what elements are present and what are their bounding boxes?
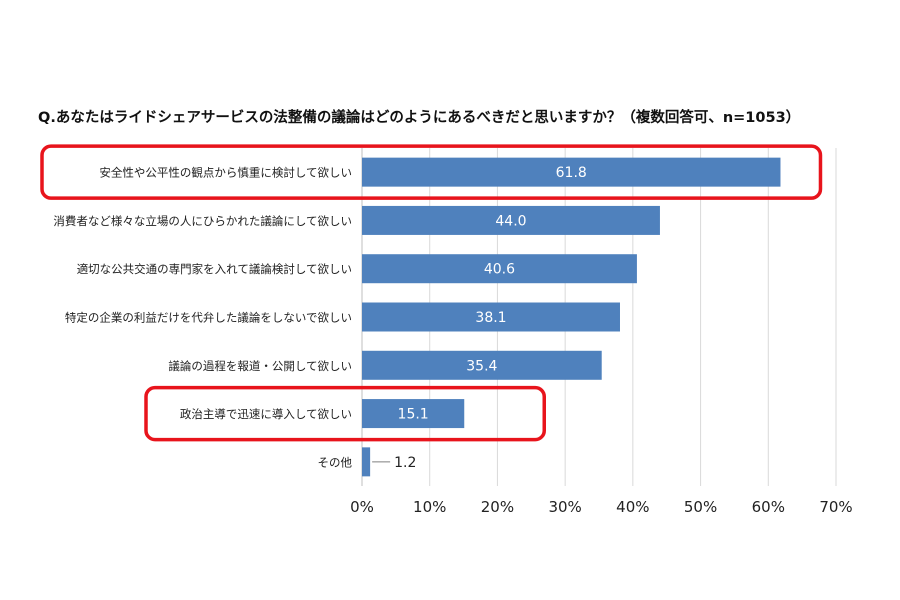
bar xyxy=(362,447,371,477)
x-tick-label: 60% xyxy=(752,498,785,516)
x-tick-label: 10% xyxy=(413,498,446,516)
value-label: 35.4 xyxy=(466,358,497,374)
highlight-frame xyxy=(144,385,546,442)
category-label: 消費者など様々な立場の人にひらかれた議論にして欲しい xyxy=(53,214,352,228)
category-label: その他 xyxy=(318,455,353,469)
bar xyxy=(362,157,781,187)
value-label: 15.1 xyxy=(398,407,429,423)
category-label: 議論の過程を報道・公開して欲しい xyxy=(168,359,352,373)
bars xyxy=(362,157,781,477)
x-tick-label: 20% xyxy=(481,498,514,516)
category-label: 特定の企業の利益だけを代弁した議論をしないで欲しい xyxy=(65,311,352,325)
value-label: 61.8 xyxy=(556,165,587,181)
category-labels: 安全性や公平性の観点から慎重に検討して欲しい消費者など様々な立場の人にひらかれた… xyxy=(53,166,352,470)
category-label: 政治主導で迅速に導入して欲しい xyxy=(180,407,352,421)
bar xyxy=(362,254,637,284)
bar xyxy=(362,350,602,380)
highlight-frame xyxy=(40,144,823,200)
highlight-frames xyxy=(40,144,823,442)
chart-title: Q.あなたはライドシェアサービスの法整備の議論はどのようにあるべきだと思いますか… xyxy=(38,110,801,126)
category-label: 適切な公共交通の専門家を入れて議論検討して欲しい xyxy=(77,262,352,276)
bar xyxy=(362,302,620,332)
x-tick-label: 70% xyxy=(819,498,852,516)
x-tick-label: 30% xyxy=(548,498,581,516)
bar xyxy=(362,205,660,235)
value-label: 44.0 xyxy=(495,213,526,229)
value-label: 40.6 xyxy=(484,262,515,278)
x-tick-labels: 0% 10% 20% 30% 40% 50% 60% 70% xyxy=(350,498,853,516)
x-tick-label: 50% xyxy=(684,498,717,516)
value-labels: 61.8 44.0 40.6 38.1 35.4 15.1 1.2 xyxy=(372,165,587,471)
value-label: 1.2 xyxy=(394,455,416,471)
bar xyxy=(362,399,465,429)
x-tick-label: 40% xyxy=(616,498,649,516)
value-label: 38.1 xyxy=(475,310,506,326)
category-label: 安全性や公平性の観点から慎重に検討して欲しい xyxy=(99,166,352,180)
x-tick-label: 0% xyxy=(350,498,374,516)
